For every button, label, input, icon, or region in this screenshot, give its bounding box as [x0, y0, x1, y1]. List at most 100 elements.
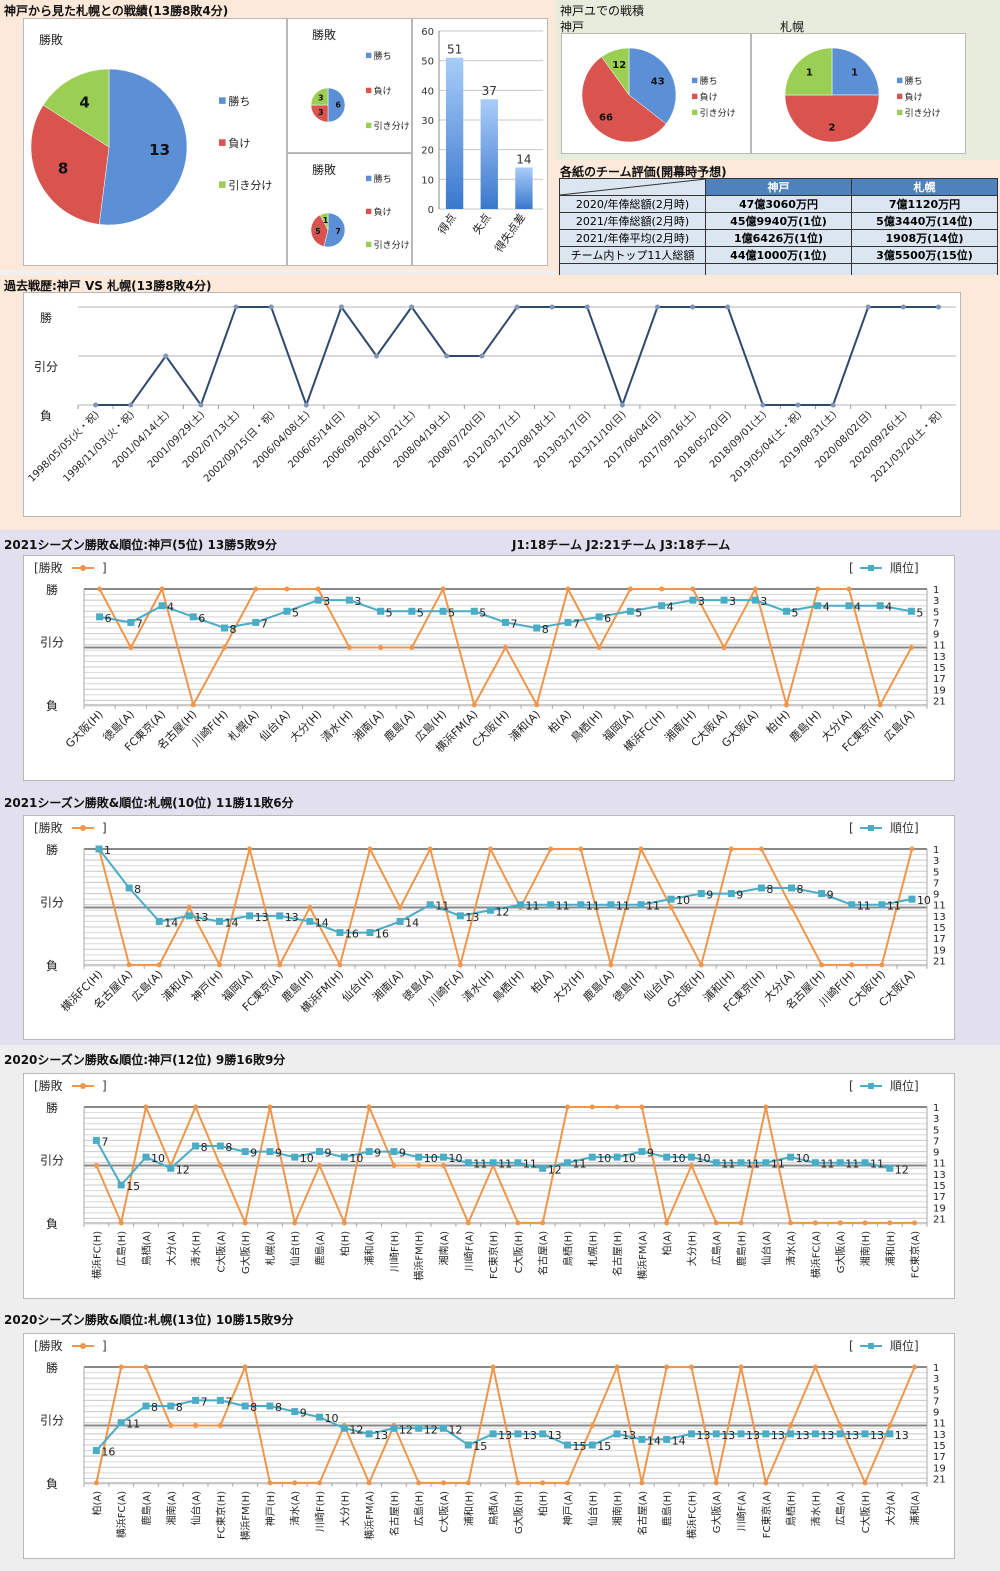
- rank-data-point: [697, 890, 705, 898]
- rank-data-label: 8: [134, 883, 141, 896]
- rank-data-point: [638, 1148, 646, 1156]
- rank-data-point: [192, 1142, 200, 1150]
- x-tick-label: 浦和(A): [159, 968, 195, 1004]
- rank-data-point: [783, 607, 790, 615]
- data-point: [409, 304, 415, 310]
- result-data-point: [503, 645, 508, 650]
- data-point: [163, 353, 169, 359]
- pie-data-label: 8: [58, 160, 68, 178]
- result-data-point: [713, 1480, 719, 1486]
- result-data-point: [216, 962, 222, 968]
- result-legend-label: [勝敗: [34, 1338, 63, 1353]
- result-data-point: [168, 1423, 174, 1428]
- bar: [515, 167, 533, 209]
- x-tick-label: 横浜FC(H): [90, 1231, 103, 1279]
- legend-swatch: [366, 87, 372, 94]
- result-data-point: [763, 1104, 769, 1110]
- rank-data-point: [215, 917, 223, 925]
- rank-legend-marker: [868, 1343, 874, 1349]
- rank-data-label: 15: [572, 1440, 586, 1453]
- rank-data-point: [440, 1424, 448, 1432]
- rank-data-point: [814, 602, 822, 610]
- result-legend-label: [勝敗: [34, 820, 63, 835]
- pie-data-label: 5: [315, 227, 321, 236]
- result-data-point: [614, 1104, 620, 1110]
- result-legend-marker: [80, 825, 86, 831]
- kobe-home-pie-panel: 43 66 12 勝ち 負け 引き分け: [561, 33, 751, 154]
- rank-data-label: 12: [449, 1423, 463, 1436]
- rank-data-point: [861, 1430, 869, 1438]
- rank-data-point: [845, 602, 853, 610]
- rank-data-point: [167, 1402, 175, 1410]
- data-point: [198, 402, 204, 408]
- rank-data-point: [613, 1430, 621, 1438]
- rank-tick-label: 9: [933, 1148, 939, 1159]
- rank-data-point: [667, 895, 675, 903]
- rank-data-point: [876, 602, 884, 610]
- rank-data-point: [588, 1153, 596, 1161]
- rank-data-label: 10: [151, 1152, 165, 1165]
- result-data-point: [578, 846, 584, 852]
- x-tick-label: 仙台(H): [289, 1231, 302, 1266]
- rank-data-point: [390, 1424, 398, 1432]
- x-tick-label: 鹿島(H): [735, 1231, 748, 1266]
- rank-data-label: 8: [275, 1401, 282, 1414]
- rank-data-point: [266, 1148, 274, 1156]
- result-data-point: [367, 846, 373, 852]
- rank-data-label: 9: [325, 1147, 332, 1160]
- result-data-point: [217, 1163, 223, 1168]
- rank-data-label: 11: [572, 1158, 586, 1171]
- result-data-point: [416, 1480, 422, 1486]
- rank-data-point: [811, 1159, 819, 1167]
- rank-data-label: 13: [374, 1429, 388, 1442]
- rank-data-label: 15: [597, 1440, 611, 1453]
- x-tick-label: 神戸(H): [188, 967, 225, 1004]
- rank-data-label: 4: [854, 601, 861, 614]
- rank-data-label: 3: [698, 595, 705, 608]
- legend-label: 勝ち: [905, 75, 923, 87]
- y-tick-label: 20: [421, 146, 434, 157]
- rank-data-point: [340, 1153, 348, 1161]
- history-chart-panel: 勝引分負 1998/05/05(火・祝) 1998/11/03(火・祝) 2001/0…: [23, 292, 961, 517]
- rank-data-point: [377, 607, 385, 615]
- legend-swatch: [692, 77, 698, 84]
- sapporo-value: 3億5500万(15位): [851, 246, 998, 264]
- rank-data-label: 14: [647, 1434, 661, 1447]
- rank-data-label: 12: [399, 1423, 413, 1436]
- bar: [445, 57, 464, 210]
- result-data-point: [471, 702, 477, 708]
- rank-data-point: [689, 596, 697, 604]
- kobe-value: 45億9940万(1位): [705, 212, 852, 230]
- x-tick-label: G大阪(H): [62, 707, 105, 750]
- rank-tick-label: 1: [933, 845, 939, 856]
- x-tick-label: 鹿島(A): [140, 1491, 153, 1526]
- rank-data-label: 13: [194, 911, 208, 924]
- result-data-point: [427, 846, 433, 852]
- x-tick-label: 浦和(H): [462, 1491, 475, 1526]
- x-tick-label: C大阪(A): [214, 1231, 227, 1273]
- result-data-point: [664, 1220, 670, 1226]
- result-data-point: [668, 905, 674, 910]
- rank-data-label: 11: [126, 1418, 140, 1431]
- rank-data-label: 10: [796, 1152, 810, 1165]
- season-chart-panel: [勝敗][順位] 勝引分負 1 3 5 7 9 11 13 15 17 19 21 G大阪(H) 徳島(A)…: [23, 555, 955, 781]
- result-data-point: [846, 586, 852, 592]
- rank-tick-label: 19: [933, 685, 946, 696]
- rank-data-point: [365, 1148, 373, 1156]
- rank-data-point: [336, 929, 344, 937]
- result-legend-close: ]: [102, 1079, 107, 1093]
- x-tick-label: 得点: [436, 211, 459, 236]
- rank-tick-label: 3: [933, 1374, 939, 1385]
- legend-label: 引き分け: [228, 178, 272, 192]
- pie-slice-勝ち: [327, 87, 346, 123]
- season-section-kobe-2020: 2020シーズン勝敗&順位:神戸(12位) 9勝16敗9分 [勝敗] [順位] 勝引…: [0, 1045, 1000, 1305]
- result-data-point: [93, 1163, 99, 1168]
- x-tick-label: 浦和(A): [507, 708, 543, 744]
- legend-label: 引き分け: [700, 108, 736, 119]
- data-point: [444, 353, 450, 359]
- rank-data-label: 11: [526, 900, 540, 913]
- rank-data-label: 7: [101, 1135, 108, 1148]
- result-data-point: [292, 1480, 298, 1486]
- x-tick-label: 得失点差: [491, 211, 528, 255]
- result-legend-marker: [80, 1343, 86, 1349]
